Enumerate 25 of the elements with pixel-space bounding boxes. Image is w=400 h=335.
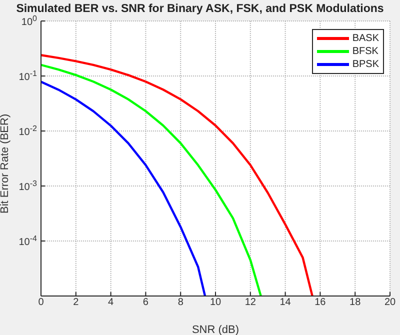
x-tick-label: 12 — [244, 297, 256, 308]
line-series — [41, 80, 206, 296]
legend-label: BPSK — [352, 59, 379, 70]
x-tick-label: 4 — [108, 297, 114, 308]
y-tick-label: 10$^{-2}$ — [18, 124, 38, 138]
y-tick-label: 10$^{-4}$ — [18, 234, 38, 248]
chart-title: Simulated BER vs. SNR for Binary ASK, FSK, and PSK Modulations — [15, 3, 385, 15]
y-tick-label: 10$^{-3}$ — [18, 178, 38, 193]
legend-label: BFSK — [352, 46, 378, 57]
x-tick-label: 16 — [314, 297, 326, 308]
x-tick-label: 14 — [280, 297, 292, 308]
y-axis-title: Bit Error Rate (BER) — [0, 114, 11, 214]
line-series — [41, 64, 262, 296]
x-tick-label: 10 — [210, 297, 222, 308]
x-axis-title: SNR (dB) — [192, 324, 240, 335]
x-tick-label: 2 — [73, 297, 80, 308]
x-tick-label: 6 — [142, 297, 149, 308]
x-tick-label: 20 — [384, 297, 396, 308]
x-tick-label: 18 — [350, 297, 362, 308]
y-tick-label: 10$^{0}$ — [21, 14, 38, 28]
x-tick-label: 8 — [178, 297, 184, 308]
x-tick-label: 0 — [38, 297, 44, 308]
line-series — [41, 54, 314, 296]
y-tick-label: 10$^{-1}$ — [18, 68, 38, 83]
legend-label: BASK — [352, 33, 379, 44]
